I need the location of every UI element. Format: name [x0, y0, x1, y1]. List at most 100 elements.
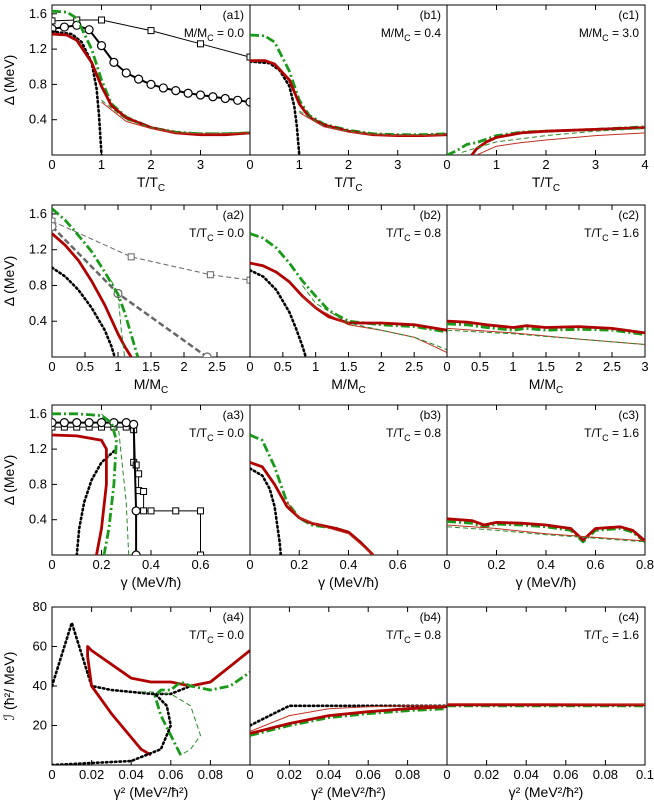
param-label: T/TC = 0.0: [189, 628, 244, 645]
panel-c3: [446, 404, 646, 556]
x-axis-label: γ² (MeV²/ħ²): [509, 784, 584, 800]
x-tick-label: 0.08: [593, 767, 618, 782]
panel-a2: [51, 204, 251, 358]
x-tick-label: 0: [443, 157, 450, 172]
series-green: [52, 9, 250, 136]
x-tick-label: 1: [114, 359, 121, 374]
series-group: [52, 412, 204, 555]
x-axis-label: γ (MeV/ħ): [318, 574, 379, 590]
series-group: [52, 9, 250, 155]
panel-label: (a3): [223, 408, 244, 422]
marker-square: [140, 487, 148, 495]
param-label: T/TC = 0.0: [189, 226, 244, 243]
marker-circle: [158, 83, 168, 93]
y-tick-label: 1.6: [29, 406, 47, 421]
y-tick-label: 60: [33, 639, 47, 654]
x-axis-label: γ² (MeV²/ħ²): [311, 784, 386, 800]
panel-label: (c2): [618, 208, 639, 222]
series-green: [52, 412, 118, 555]
x-tick-label: 0.02: [474, 767, 499, 782]
y-tick-label: 1.2: [29, 41, 47, 56]
x-tick-label: 0.2: [290, 557, 308, 572]
y-tick-label: 1.6: [29, 206, 47, 221]
x-tick-label: 0.06: [553, 767, 578, 782]
x-tick-label: 0.6: [389, 557, 407, 572]
x-tick-label: 2.5: [208, 359, 226, 374]
marker-square: [246, 276, 250, 284]
series-bcs: [52, 266, 116, 357]
series-thin_green: [110, 280, 126, 357]
y-axis-label: ℐ (ħ²/ MeV): [1, 652, 17, 721]
panel-c4: [446, 606, 646, 766]
panel-c1: [446, 4, 646, 156]
series-thin_red: [286, 501, 374, 555]
y-tick-label: 80: [33, 599, 47, 614]
series-red: [52, 32, 250, 137]
x-tick-label: 3: [592, 157, 599, 172]
series-squares: [52, 426, 201, 555]
marker-circle: [84, 418, 94, 428]
x-axis-label: γ² (MeV²/ħ²): [114, 784, 189, 800]
marker-circle: [84, 25, 94, 35]
marker-square: [197, 551, 204, 555]
x-axis-label: M/MC: [331, 376, 365, 396]
series-red: [447, 319, 645, 335]
x-axis-label: T/TC: [532, 174, 560, 194]
series-thin_green: [101, 99, 250, 134]
series-thin_red: [476, 132, 645, 155]
x-axis-label: γ (MeV/ħ): [516, 574, 577, 590]
x-axis-label: T/TC: [137, 174, 165, 194]
marker-circle: [183, 88, 193, 98]
panel-label: (b4): [420, 610, 441, 624]
series-group: [250, 433, 375, 555]
param-label: T/TC = 1.6: [584, 226, 639, 243]
param-label: M/MC = 0.0: [184, 26, 245, 43]
marker-square: [246, 53, 250, 61]
series-thin_green: [447, 526, 645, 543]
x-tick-label: 2: [575, 359, 582, 374]
x-tick-label: 1: [493, 157, 500, 172]
marker-square: [140, 507, 148, 515]
panel-label: (c3): [618, 408, 639, 422]
marker-circle: [245, 97, 250, 107]
series-thin_red: [250, 705, 447, 732]
y-tick-label: 0.8: [29, 476, 47, 491]
x-tick-label: 2.5: [405, 359, 423, 374]
marker-circle: [121, 418, 131, 428]
series-red: [52, 232, 133, 357]
x-tick-label: 2: [378, 359, 385, 374]
marker-square: [197, 507, 204, 515]
series-green: [250, 33, 447, 137]
x-tick-label: 0.6: [191, 557, 209, 572]
x-tick-label: 0.2: [487, 557, 505, 572]
marker-square: [52, 17, 56, 25]
marker-circle: [129, 419, 139, 430]
marker-square: [206, 271, 214, 279]
series-group: [250, 33, 447, 155]
series-group: [447, 517, 645, 544]
marker-square: [147, 507, 155, 515]
x-tick-label: 0.02: [79, 767, 104, 782]
series-thin_red: [101, 101, 250, 135]
series-green: [447, 520, 645, 544]
panel-label: (a4): [223, 610, 244, 624]
x-axis-label: T/TC: [334, 174, 362, 194]
panel-b3: [249, 404, 448, 556]
series-bcs_low: [52, 692, 173, 765]
x-tick-label: 0: [443, 557, 450, 572]
marker-square: [132, 461, 140, 469]
x-tick-label: 4: [641, 157, 648, 172]
y-tick-label: 0.4: [29, 313, 47, 328]
series-red: [250, 461, 375, 555]
panel-label: (c1): [618, 8, 639, 22]
series-green: [153, 671, 250, 756]
marker-circle: [52, 418, 57, 428]
series-thin_red: [447, 524, 645, 542]
panel-label: (c4): [618, 610, 639, 624]
series-red: [447, 517, 645, 542]
marker-circle: [52, 221, 57, 232]
series-thin_green: [447, 329, 645, 345]
y-tick-label: 0.4: [29, 512, 47, 527]
plot-frame: [446, 606, 646, 766]
x-tick-label: 3: [197, 157, 204, 172]
